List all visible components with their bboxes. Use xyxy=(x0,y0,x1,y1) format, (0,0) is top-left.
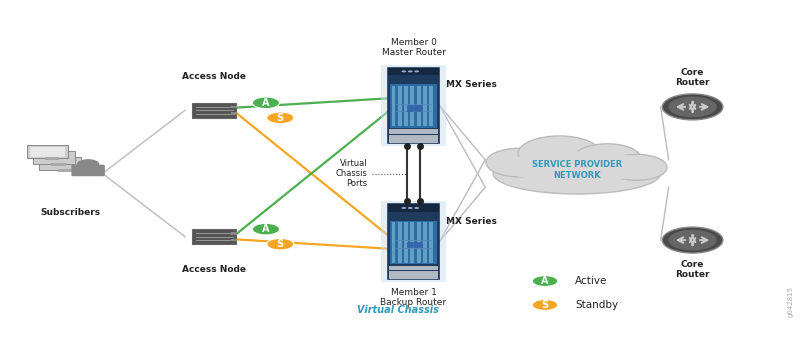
Text: Virtual
Chassis
Ports: Virtual Chassis Ports xyxy=(335,159,367,188)
FancyBboxPatch shape xyxy=(26,145,68,158)
FancyBboxPatch shape xyxy=(389,271,437,279)
Circle shape xyxy=(401,207,406,209)
Circle shape xyxy=(414,207,419,209)
Text: Access Node: Access Node xyxy=(182,265,245,274)
Text: Virtual Chassis: Virtual Chassis xyxy=(356,305,438,315)
Circle shape xyxy=(414,70,419,73)
FancyBboxPatch shape xyxy=(403,86,407,126)
Text: MX Series: MX Series xyxy=(445,80,496,89)
FancyBboxPatch shape xyxy=(389,266,437,270)
FancyBboxPatch shape xyxy=(416,86,420,126)
FancyBboxPatch shape xyxy=(415,242,421,247)
FancyBboxPatch shape xyxy=(387,68,439,143)
Ellipse shape xyxy=(492,153,660,194)
Ellipse shape xyxy=(500,151,652,182)
FancyBboxPatch shape xyxy=(391,222,395,263)
FancyBboxPatch shape xyxy=(397,86,401,126)
Circle shape xyxy=(266,112,294,124)
FancyBboxPatch shape xyxy=(416,222,420,263)
Circle shape xyxy=(252,97,279,109)
FancyBboxPatch shape xyxy=(230,112,237,115)
FancyBboxPatch shape xyxy=(428,86,432,126)
FancyBboxPatch shape xyxy=(30,147,65,157)
Text: Core
Router: Core Router xyxy=(674,68,709,87)
FancyBboxPatch shape xyxy=(33,151,75,164)
FancyBboxPatch shape xyxy=(423,86,426,126)
FancyBboxPatch shape xyxy=(389,129,437,134)
Text: SERVICE PROVIDER
NETWORK: SERVICE PROVIDER NETWORK xyxy=(531,160,622,180)
FancyBboxPatch shape xyxy=(381,65,445,145)
Circle shape xyxy=(407,207,412,209)
FancyBboxPatch shape xyxy=(390,221,436,264)
Circle shape xyxy=(401,70,406,73)
Text: MX Series: MX Series xyxy=(445,217,496,226)
FancyBboxPatch shape xyxy=(51,163,66,166)
Text: Access Node: Access Node xyxy=(182,72,245,81)
FancyBboxPatch shape xyxy=(390,84,436,128)
FancyBboxPatch shape xyxy=(428,222,432,263)
Text: Subscribers: Subscribers xyxy=(40,208,100,217)
Circle shape xyxy=(667,230,716,251)
Text: A: A xyxy=(541,276,548,286)
FancyBboxPatch shape xyxy=(192,229,236,244)
Circle shape xyxy=(517,136,600,171)
Text: A: A xyxy=(262,224,269,234)
FancyBboxPatch shape xyxy=(391,86,395,126)
FancyBboxPatch shape xyxy=(387,204,439,212)
Circle shape xyxy=(662,227,722,253)
Circle shape xyxy=(407,70,412,73)
Circle shape xyxy=(573,144,640,172)
Circle shape xyxy=(662,94,722,120)
Text: Member 0
Master Router: Member 0 Master Router xyxy=(381,38,445,57)
Circle shape xyxy=(77,159,99,169)
Circle shape xyxy=(667,96,716,117)
Text: g042815: g042815 xyxy=(787,286,792,317)
FancyBboxPatch shape xyxy=(381,202,445,282)
Text: S: S xyxy=(277,113,283,123)
FancyBboxPatch shape xyxy=(403,222,407,263)
Text: A: A xyxy=(262,98,269,108)
FancyBboxPatch shape xyxy=(39,157,81,170)
Text: Member 1
Backup Router: Member 1 Backup Router xyxy=(380,288,446,307)
FancyBboxPatch shape xyxy=(410,222,414,263)
Text: Core
Router: Core Router xyxy=(674,260,709,279)
FancyBboxPatch shape xyxy=(397,222,401,263)
FancyBboxPatch shape xyxy=(45,158,59,160)
FancyBboxPatch shape xyxy=(415,105,421,111)
FancyBboxPatch shape xyxy=(230,238,237,241)
Text: S: S xyxy=(277,239,283,249)
Circle shape xyxy=(532,299,557,311)
FancyBboxPatch shape xyxy=(230,106,237,109)
Circle shape xyxy=(252,223,279,235)
FancyBboxPatch shape xyxy=(407,105,413,111)
FancyBboxPatch shape xyxy=(192,103,236,118)
FancyBboxPatch shape xyxy=(58,169,72,172)
FancyBboxPatch shape xyxy=(387,68,439,75)
FancyBboxPatch shape xyxy=(389,135,437,143)
Circle shape xyxy=(606,154,666,180)
FancyBboxPatch shape xyxy=(407,242,413,247)
Circle shape xyxy=(485,148,553,177)
FancyBboxPatch shape xyxy=(410,86,414,126)
FancyBboxPatch shape xyxy=(230,232,237,235)
FancyBboxPatch shape xyxy=(71,164,105,176)
FancyBboxPatch shape xyxy=(423,222,426,263)
Circle shape xyxy=(532,276,557,287)
Text: Active: Active xyxy=(574,276,607,286)
Text: Standby: Standby xyxy=(574,300,618,310)
Circle shape xyxy=(266,238,294,250)
Text: S: S xyxy=(541,300,548,310)
FancyBboxPatch shape xyxy=(387,204,439,279)
